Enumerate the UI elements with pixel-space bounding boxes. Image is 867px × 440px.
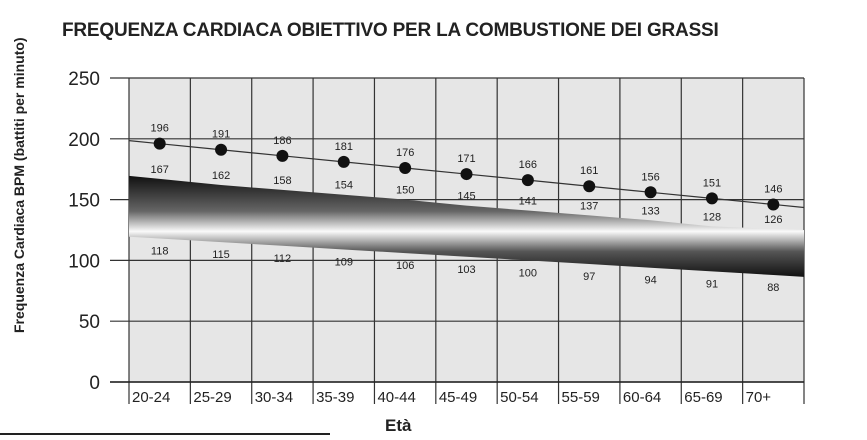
x-tick-label: 55-59	[562, 389, 600, 406]
data-point	[767, 198, 780, 211]
data-point	[276, 149, 289, 162]
data-label: 181	[335, 141, 353, 153]
data-label: 191	[212, 129, 230, 141]
x-tick-label: 70+	[746, 389, 772, 406]
x-tick-label: 30-34	[255, 389, 293, 406]
data-label: 176	[396, 147, 414, 159]
x-tick-label: 50-54	[500, 389, 538, 406]
data-point	[460, 168, 473, 181]
data-label: 171	[457, 153, 475, 165]
band-upper-label: 158	[273, 175, 291, 187]
y-tick-label: 50	[79, 312, 100, 333]
x-tick-label: 20-24	[132, 389, 170, 406]
band-upper-label: 154	[335, 180, 353, 192]
band-lower-label: 106	[396, 260, 414, 272]
band-upper-label: 145	[457, 191, 475, 203]
data-label: 166	[519, 159, 537, 171]
x-tick-label: 40-44	[377, 389, 415, 406]
band-lower-label: 97	[583, 271, 595, 283]
y-tick-label: 100	[68, 251, 100, 272]
band-upper-label: 162	[212, 170, 230, 182]
data-label: 146	[764, 183, 782, 195]
chart-title: FREQUENZA CARDIACA OBIETTIVO PER LA COMB…	[62, 20, 719, 41]
x-tick-label: 25-29	[193, 389, 231, 406]
band-upper-label: 126	[764, 214, 782, 226]
band-lower-label: 100	[519, 267, 537, 279]
y-tick-label: 150	[68, 191, 100, 212]
data-point	[705, 192, 718, 205]
band-lower-label: 103	[457, 264, 475, 276]
data-label: 156	[641, 171, 659, 183]
data-point	[153, 137, 166, 150]
band-upper-label: 167	[151, 164, 169, 176]
band-lower-label: 118	[151, 246, 169, 258]
data-point	[215, 143, 228, 156]
band-upper-label: 133	[641, 205, 659, 217]
x-tick-label: 45-49	[439, 389, 477, 406]
data-point	[521, 174, 534, 187]
x-axis-label: Età	[385, 416, 412, 435]
band-upper-label: 137	[580, 200, 598, 212]
data-point	[583, 180, 596, 193]
data-label: 151	[703, 177, 721, 189]
x-tick-label: 60-64	[623, 389, 661, 406]
divider	[0, 433, 330, 435]
x-tick-label: 65-69	[684, 389, 722, 406]
target-zone-band	[129, 175, 804, 277]
y-tick-label: 250	[68, 69, 100, 90]
data-point	[399, 161, 412, 174]
x-tick-label: 35-39	[316, 389, 354, 406]
band-lower-label: 112	[274, 253, 292, 265]
band-upper-label: 141	[519, 196, 537, 208]
band-lower-label: 115	[212, 249, 230, 261]
y-tick-label: 0	[89, 373, 100, 394]
data-point	[337, 155, 350, 168]
band-upper-label: 150	[396, 185, 414, 197]
band-upper-label: 128	[703, 211, 721, 223]
band-lower-label: 94	[644, 275, 656, 287]
band-lower-label: 109	[335, 256, 353, 268]
band-lower-label: 91	[706, 278, 718, 290]
data-label: 161	[580, 165, 598, 177]
y-tick-label: 200	[68, 130, 100, 151]
data-label: 186	[273, 135, 291, 147]
band-lower-label: 88	[767, 282, 779, 294]
data-point	[644, 186, 657, 199]
data-label: 196	[151, 123, 169, 135]
